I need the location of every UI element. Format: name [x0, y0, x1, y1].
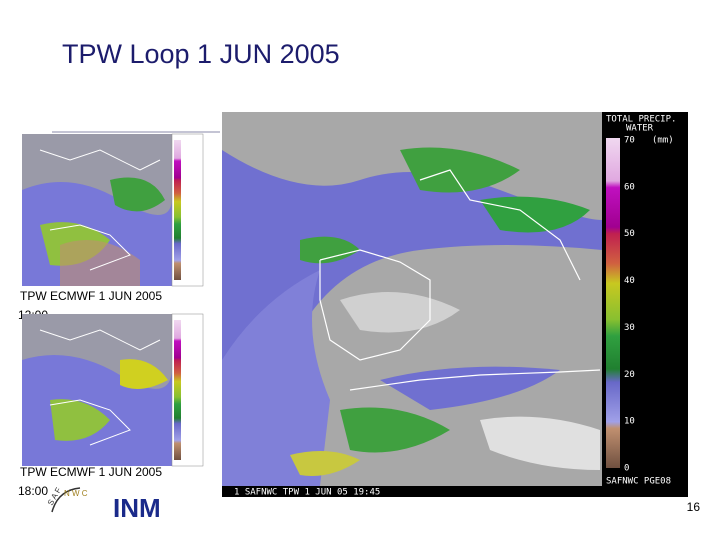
logo-text: N W C	[64, 489, 88, 498]
panel-caption: TPW ECMWF 1 JUN 2005	[20, 465, 162, 479]
map-footer: 1 SAFNWC TPW 1 JUN 05 19:45	[234, 488, 380, 498]
legend-unit: (mm)	[652, 136, 674, 146]
legend-label: 70	[624, 136, 635, 146]
panel-caption: 18:00	[18, 484, 48, 498]
legend-label: 40	[624, 276, 635, 286]
map-footer: SAFNWC PGE08	[606, 477, 671, 487]
slide-title: TPW Loop 1 JUN 2005	[62, 39, 340, 69]
legend-title: WATER	[626, 124, 654, 134]
logo-arc	[51, 487, 81, 513]
legend-title: TOTAL PRECIP.	[606, 115, 676, 125]
legend-label: 60	[624, 182, 635, 192]
main-map	[222, 112, 688, 497]
legend-label: 0	[624, 464, 629, 474]
legend-label: 30	[624, 323, 635, 333]
legend-label: 10	[624, 417, 635, 427]
panel-map	[22, 313, 204, 467]
legend-label: 20	[624, 370, 635, 380]
panel-map	[22, 133, 204, 287]
legend: 70 60 50 40 30 20 10 0	[624, 136, 635, 474]
logo-text: INM	[113, 493, 161, 523]
legend-label: 50	[624, 229, 635, 239]
panel-caption: TPW ECMWF 1 JUN 2005	[20, 289, 162, 303]
page-number: 16	[687, 500, 701, 514]
